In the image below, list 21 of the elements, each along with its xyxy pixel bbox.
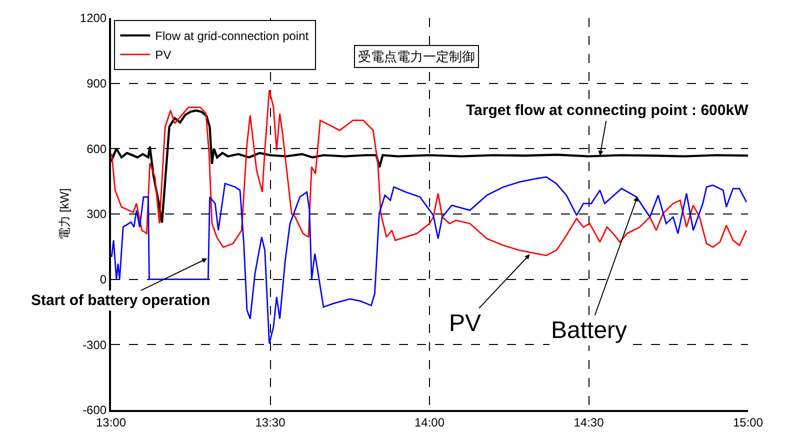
- legend-label: Flow at grid-connection point: [155, 29, 310, 44]
- annotation: Start of battery operation: [31, 292, 210, 309]
- y-tick-label: 300: [86, 207, 107, 222]
- x-tick-label: 13:00: [96, 415, 126, 430]
- line-series: [111, 90, 748, 256]
- y-tick-label: 900: [86, 76, 107, 91]
- x-tick-label: 14:00: [414, 415, 445, 430]
- annotation: PV: [449, 310, 482, 337]
- y-axis-title: 電力 [kW]: [58, 188, 72, 240]
- x-tick-label: 14:30: [574, 415, 604, 430]
- y-tick-label: 1200: [80, 11, 107, 26]
- annotation: 受電点電力一定制御: [358, 49, 475, 64]
- legend-label: PV: [155, 48, 172, 62]
- y-tick-label: -300: [82, 338, 107, 352]
- annotation: Battery: [551, 317, 628, 344]
- y-tick-label: -600: [82, 403, 107, 418]
- y-tick-label: 600: [86, 142, 107, 156]
- annotation: Target flow at connecting point : 600kW: [466, 102, 750, 119]
- y-tick-label: 0: [100, 272, 107, 287]
- x-tick-label: 13:30: [255, 415, 286, 430]
- x-tick-label: 15:00: [732, 415, 764, 430]
